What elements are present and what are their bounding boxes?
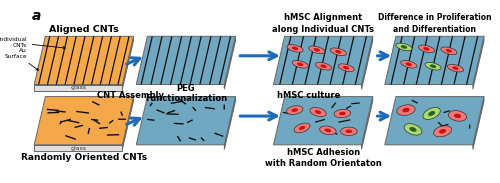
Ellipse shape [292, 61, 308, 68]
Text: hMSC culture: hMSC culture [276, 91, 340, 100]
Ellipse shape [406, 63, 412, 66]
Ellipse shape [299, 126, 305, 130]
Polygon shape [224, 97, 235, 150]
Ellipse shape [335, 50, 342, 54]
Ellipse shape [297, 63, 304, 66]
Polygon shape [122, 36, 134, 89]
Ellipse shape [439, 129, 446, 134]
Ellipse shape [452, 66, 458, 70]
Ellipse shape [400, 61, 417, 68]
Ellipse shape [446, 49, 452, 53]
Polygon shape [136, 36, 235, 85]
Text: Au
Surface: Au Surface [4, 48, 38, 70]
Polygon shape [473, 97, 484, 150]
Polygon shape [122, 97, 134, 150]
Ellipse shape [428, 111, 435, 116]
Ellipse shape [294, 123, 310, 133]
Ellipse shape [418, 45, 434, 53]
Ellipse shape [315, 110, 322, 114]
Text: hMSC Alignment
along Individual CNTs: hMSC Alignment along Individual CNTs [272, 13, 374, 33]
Polygon shape [274, 36, 372, 85]
Polygon shape [34, 145, 122, 151]
Polygon shape [385, 36, 484, 85]
Ellipse shape [448, 64, 464, 72]
Polygon shape [362, 36, 372, 89]
Ellipse shape [320, 126, 336, 135]
Ellipse shape [454, 114, 461, 118]
Polygon shape [473, 36, 484, 89]
Polygon shape [224, 36, 235, 89]
Text: Aligned CNTs: Aligned CNTs [49, 25, 118, 33]
Polygon shape [274, 97, 372, 145]
Ellipse shape [425, 62, 441, 70]
Ellipse shape [324, 128, 331, 132]
Ellipse shape [308, 46, 325, 54]
Ellipse shape [334, 109, 350, 118]
Text: PEG
Functionalization: PEG Functionalization [145, 84, 227, 103]
Ellipse shape [441, 47, 457, 55]
Ellipse shape [397, 105, 415, 115]
Ellipse shape [343, 66, 349, 69]
Ellipse shape [404, 124, 422, 135]
Text: a: a [32, 8, 42, 23]
Polygon shape [34, 97, 134, 145]
Ellipse shape [292, 108, 298, 112]
Ellipse shape [320, 64, 326, 68]
Text: glass: glass [70, 85, 86, 90]
Ellipse shape [430, 64, 436, 68]
Polygon shape [385, 97, 484, 145]
Text: Difference in Proliferation
and Differentiation: Difference in Proliferation and Differen… [378, 13, 491, 33]
Ellipse shape [424, 47, 430, 51]
Ellipse shape [410, 127, 416, 132]
Text: Randomly Oriented CNTs: Randomly Oriented CNTs [21, 153, 147, 162]
Polygon shape [362, 97, 372, 150]
Polygon shape [34, 36, 134, 85]
Ellipse shape [401, 45, 407, 49]
Ellipse shape [310, 107, 326, 117]
Ellipse shape [346, 130, 352, 133]
Ellipse shape [396, 43, 412, 51]
Ellipse shape [339, 112, 345, 115]
Ellipse shape [338, 64, 354, 72]
Ellipse shape [292, 47, 298, 50]
Polygon shape [34, 85, 122, 91]
Ellipse shape [340, 127, 357, 135]
Text: hMSC Adhesion
with Random Orientaton: hMSC Adhesion with Random Orientaton [264, 148, 382, 168]
Ellipse shape [423, 107, 440, 119]
Polygon shape [136, 97, 235, 145]
Ellipse shape [330, 48, 346, 56]
Ellipse shape [448, 111, 466, 121]
Ellipse shape [287, 45, 303, 52]
Text: Individual
CNTs: Individual CNTs [0, 37, 66, 49]
Ellipse shape [434, 126, 452, 137]
Ellipse shape [316, 62, 332, 70]
Ellipse shape [286, 106, 303, 114]
Ellipse shape [314, 48, 320, 52]
Ellipse shape [402, 108, 409, 112]
Text: glass: glass [70, 145, 86, 151]
Text: CNT Assembly: CNT Assembly [97, 91, 164, 100]
